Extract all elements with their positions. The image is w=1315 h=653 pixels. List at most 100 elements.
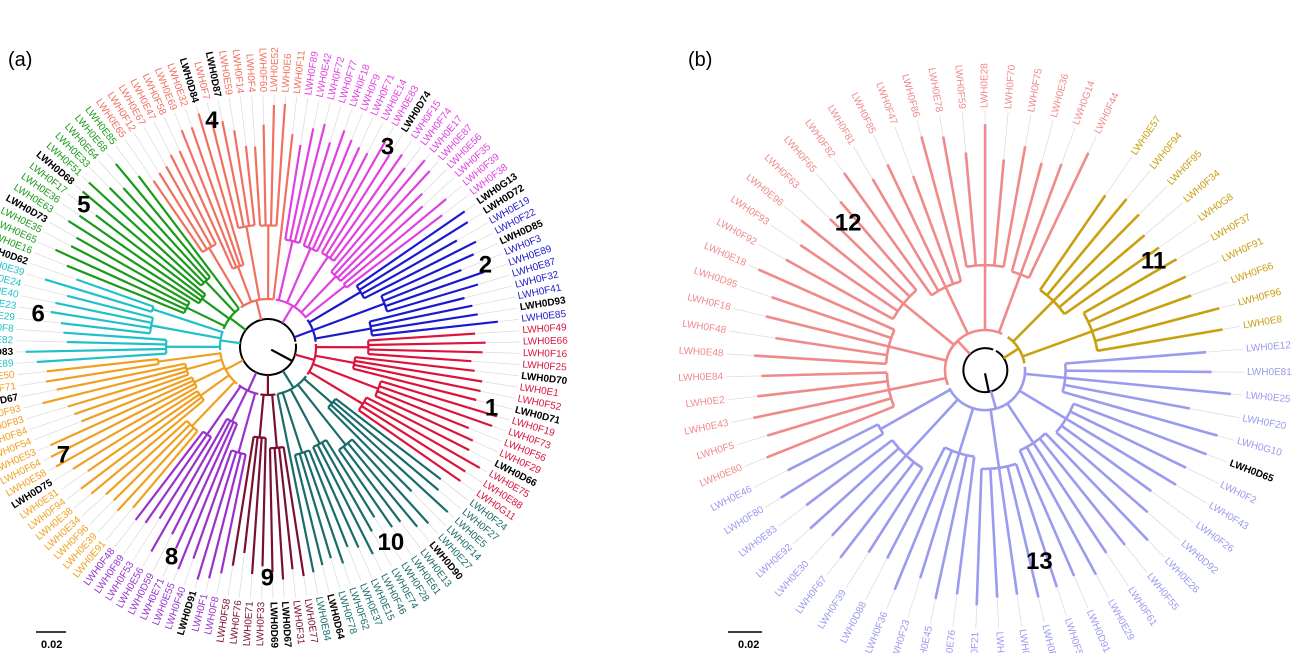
branch	[283, 426, 315, 573]
branch	[1038, 437, 1127, 546]
branch	[1060, 424, 1153, 493]
leader-line	[480, 390, 515, 399]
branch	[342, 198, 447, 285]
branch	[66, 340, 167, 346]
branch	[335, 397, 442, 481]
leader-line	[731, 417, 754, 423]
branch	[332, 400, 440, 491]
leader-line	[894, 126, 914, 177]
leaf-label: LWH0D67	[279, 601, 293, 648]
branch	[325, 439, 376, 518]
leaf-label: LWH0E6	[280, 53, 294, 93]
leader-line	[1185, 260, 1220, 278]
leader-line	[1147, 540, 1165, 558]
branch	[45, 362, 159, 383]
branch	[371, 313, 478, 332]
leader-line	[1191, 281, 1229, 296]
branch	[370, 304, 473, 328]
leader-line	[1138, 185, 1168, 215]
branch	[289, 128, 315, 241]
leader-line	[996, 597, 1000, 629]
leader-line	[164, 117, 180, 152]
branch	[152, 180, 204, 253]
leader-line	[115, 145, 139, 177]
branch	[50, 382, 196, 458]
leader-line	[474, 330, 520, 334]
branch	[80, 396, 203, 490]
sub-stem	[879, 388, 951, 431]
branch	[361, 239, 458, 296]
scale-label-b: 0.02	[738, 639, 759, 651]
branch	[337, 449, 394, 528]
leader-line	[372, 553, 383, 572]
leader-line	[411, 491, 446, 526]
branch	[842, 172, 933, 297]
leader-line	[61, 202, 80, 216]
leader-line	[783, 206, 802, 221]
branch	[81, 376, 193, 423]
leaf-label: LWH0F16	[523, 348, 568, 360]
branch	[196, 451, 238, 580]
branch	[330, 403, 449, 513]
leader-line	[460, 480, 475, 492]
branch	[75, 236, 191, 304]
leader-line	[153, 122, 172, 156]
leader-line	[1175, 484, 1208, 504]
leader-line	[473, 243, 498, 255]
sub-stem	[312, 362, 379, 390]
leader-line	[758, 244, 787, 260]
branch	[44, 278, 153, 313]
leader-line	[272, 572, 274, 599]
branch	[1062, 390, 1218, 437]
leaf-label: LWH0E2	[685, 395, 726, 410]
sub-stem	[285, 247, 312, 304]
branch	[36, 352, 167, 364]
branch	[55, 386, 198, 468]
clade-stem	[1002, 347, 1020, 360]
leader-line	[344, 109, 353, 131]
leaf-label: LWH0D83	[0, 347, 14, 359]
leader-line	[1219, 303, 1236, 309]
leader-line	[461, 253, 503, 271]
leaf-label: LWH0E84	[678, 372, 724, 384]
sub-stem	[989, 409, 1001, 469]
branch	[273, 447, 285, 580]
leaf-label: LWH0F33	[255, 601, 267, 646]
leader-line	[16, 329, 64, 334]
panel-label-b: (b)	[688, 49, 712, 71]
clade-number: 10	[378, 529, 405, 556]
leader-line	[143, 127, 167, 167]
branch	[253, 146, 262, 226]
branch	[1032, 442, 1108, 554]
leader-line	[1061, 127, 1076, 165]
leaf-label: LWH0E12	[1246, 340, 1292, 355]
leader-line	[134, 133, 160, 174]
sub-stem	[1018, 389, 1067, 420]
branch	[327, 406, 413, 493]
leader-line	[975, 605, 978, 629]
sub-stem	[1012, 300, 1055, 343]
leader-line	[464, 285, 513, 299]
branch	[178, 150, 234, 270]
leader-line	[21, 295, 56, 304]
branch	[1082, 258, 1178, 315]
sub-stem	[195, 252, 240, 310]
leader-line	[1222, 326, 1241, 330]
branch	[1065, 417, 1177, 486]
leader-line	[17, 371, 47, 375]
branch	[55, 301, 152, 324]
branch	[766, 397, 892, 437]
leader-line	[1003, 111, 1009, 160]
clade-number: 8	[165, 543, 178, 570]
sub-stem	[208, 247, 245, 307]
leader-line	[1105, 156, 1133, 196]
branch	[934, 455, 968, 600]
sub-stem	[237, 266, 253, 303]
leader-line	[282, 579, 285, 599]
branch	[368, 332, 476, 342]
clade-6: LWH0E89LWH0D83LWH0E82LWH0F8LWH0E29LWH0E2…	[0, 242, 241, 372]
leader-line	[477, 307, 518, 315]
leader-line	[1106, 552, 1129, 586]
leader-line	[753, 469, 788, 488]
leader-line	[195, 105, 199, 114]
